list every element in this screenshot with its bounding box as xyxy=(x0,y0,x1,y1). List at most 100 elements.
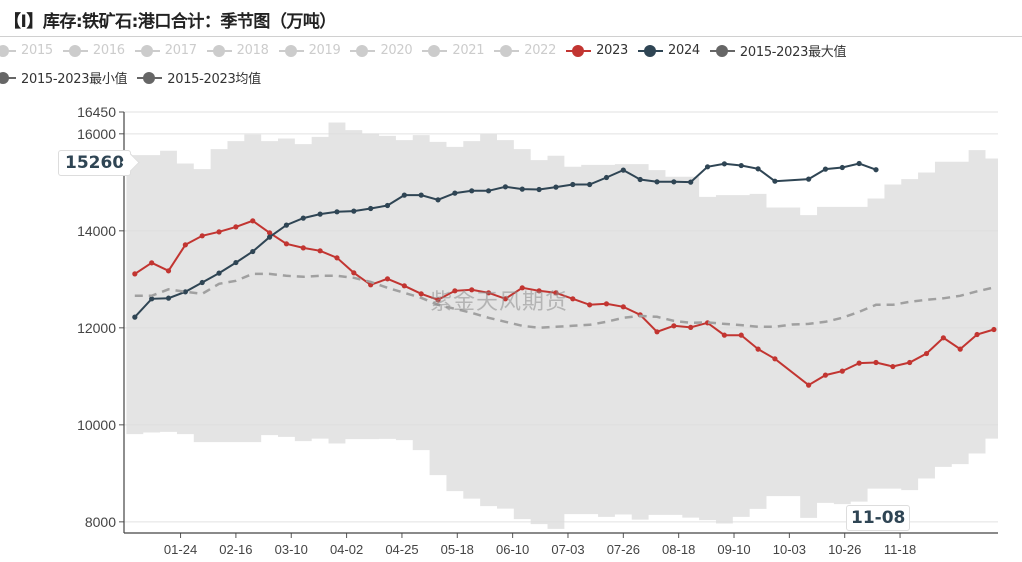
legend-label: 2023 xyxy=(596,43,629,58)
data-point xyxy=(283,241,290,247)
data-point xyxy=(704,164,711,170)
legend-item-2017[interactable]: 2017 xyxy=(134,43,197,58)
y-tick-label: 12000 xyxy=(77,320,116,336)
legend-item-2018[interactable]: 2018 xyxy=(206,43,269,58)
data-point xyxy=(384,276,391,282)
data-point xyxy=(772,356,778,362)
data-point xyxy=(502,296,509,302)
x-tick-label: 05-18 xyxy=(441,542,474,557)
legend-item-2022[interactable]: 2022 xyxy=(494,43,556,58)
legend-marker-icon xyxy=(0,44,16,58)
legend-item-2019[interactable]: 2019 xyxy=(278,43,341,58)
data-point xyxy=(772,178,778,184)
legend-marker-icon xyxy=(638,44,664,58)
x-tick-label: 03-10 xyxy=(275,542,308,557)
legend-label: 2018 xyxy=(236,43,269,58)
legend-marker-icon xyxy=(134,44,160,58)
data-point xyxy=(300,245,306,251)
data-point xyxy=(334,209,340,215)
data-point xyxy=(688,324,694,330)
data-point xyxy=(401,283,407,289)
x-tick-label: 06-10 xyxy=(496,542,529,557)
series-2024 xyxy=(132,160,879,320)
legend-label: 2015 xyxy=(21,43,53,58)
legend-marker-icon xyxy=(709,44,735,58)
data-point xyxy=(671,179,677,185)
data-point xyxy=(182,242,188,248)
legend-label: 2019 xyxy=(308,43,341,58)
data-point xyxy=(991,326,997,333)
data-point xyxy=(149,296,155,302)
data-point xyxy=(890,363,896,370)
legend-marker-icon xyxy=(206,44,232,58)
data-point xyxy=(418,192,424,198)
mean-line xyxy=(134,272,995,330)
x-tick-label: 01-24 xyxy=(164,542,197,557)
x-tick-label: 08-18 xyxy=(662,542,695,557)
legend-label: 2015-2023均值 xyxy=(167,72,261,87)
data-point xyxy=(216,270,222,276)
data-point xyxy=(519,285,525,291)
data-point xyxy=(132,314,138,320)
x-tick-label: 10-03 xyxy=(773,542,806,557)
legend-marker-icon xyxy=(278,44,304,58)
data-point xyxy=(637,176,643,183)
data-point xyxy=(806,382,812,388)
x-tick-label: 07-03 xyxy=(551,542,584,557)
legend-item-2016[interactable]: 2016 xyxy=(62,43,125,58)
data-point xyxy=(603,301,610,307)
data-point xyxy=(738,162,744,169)
y-axis-pointer-label: 15260 xyxy=(58,150,132,176)
legend-marker-icon xyxy=(350,44,376,58)
legend-item-2024[interactable]: 2024 xyxy=(638,43,700,58)
data-point xyxy=(435,197,441,203)
series-2015-2023均值 xyxy=(134,272,995,330)
data-point xyxy=(688,179,694,185)
title-divider xyxy=(0,36,1022,37)
x-tick-label: 10-26 xyxy=(828,542,861,557)
data-point xyxy=(721,332,727,338)
x-tick-label: 11-18 xyxy=(884,542,916,557)
legend-item-2015[interactable]: 2015 xyxy=(0,43,53,58)
data-point xyxy=(940,335,946,341)
y-tick-label: 16000 xyxy=(77,126,116,142)
data-point xyxy=(384,202,391,209)
data-point xyxy=(418,291,424,297)
data-point xyxy=(266,230,273,236)
data-point xyxy=(755,346,761,352)
legend-row: 2015-2023最小值 2015-2023均值 xyxy=(0,68,271,87)
legend-item-2015-2023均值[interactable]: 2015-2023均值 xyxy=(137,68,261,87)
data-point xyxy=(182,289,188,295)
legend-label: 2020 xyxy=(380,43,413,58)
data-point xyxy=(822,166,829,172)
legend-label: 2022 xyxy=(524,43,557,58)
legend-item-2021[interactable]: 2021 xyxy=(422,43,485,58)
legend-item-2015-2023最小值[interactable]: 2015-2023最小值 xyxy=(0,68,128,87)
data-point xyxy=(907,359,913,366)
data-point xyxy=(738,332,744,338)
legend-item-2023[interactable]: 2023 xyxy=(566,43,628,58)
x-tick-label: 09-10 xyxy=(717,542,750,557)
legend-item-2015-2023最大值[interactable]: 2015-2023最大值 xyxy=(709,41,846,60)
data-point xyxy=(923,350,930,357)
legend-label: 2016 xyxy=(92,43,125,58)
data-point xyxy=(283,222,290,228)
data-point xyxy=(132,271,138,277)
data-point xyxy=(199,279,205,286)
data-point xyxy=(974,331,980,338)
data-point xyxy=(822,372,829,378)
data-point xyxy=(266,234,273,240)
legend-marker-icon xyxy=(62,44,88,58)
legend-item-2020[interactable]: 2020 xyxy=(350,43,413,58)
data-point xyxy=(368,205,374,212)
data-point xyxy=(654,329,660,335)
data-point xyxy=(620,304,626,310)
data-point xyxy=(553,184,559,190)
legend-label: 2015-2023最小值 xyxy=(21,72,128,87)
data-point xyxy=(519,186,525,192)
data-point xyxy=(856,360,862,366)
data-point xyxy=(587,302,593,308)
series-line-2024 xyxy=(134,162,877,318)
data-point xyxy=(806,176,812,182)
